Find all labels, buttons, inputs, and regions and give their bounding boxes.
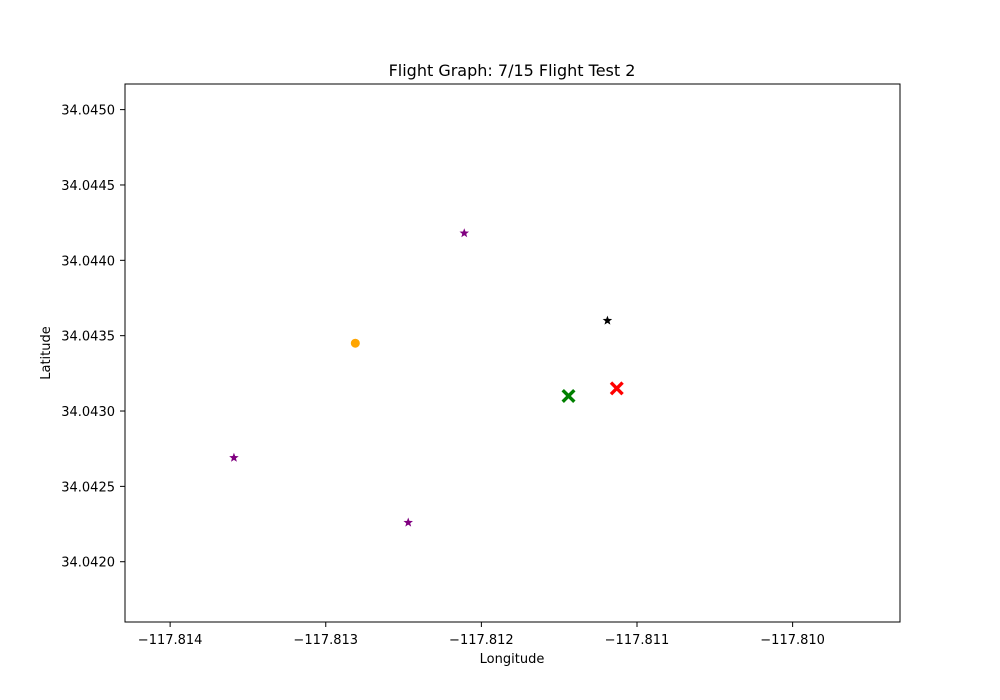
data-point-star	[459, 228, 470, 238]
data-point-star	[403, 517, 413, 527]
x-tick-label: −117.812	[449, 633, 514, 648]
x-tick-label: −117.813	[293, 633, 358, 648]
y-tick-label: 34.0430	[61, 405, 115, 420]
y-tick-label: 34.0450	[61, 104, 115, 119]
y-tick-label: 34.0425	[61, 480, 115, 495]
x-tick-label: −117.811	[605, 633, 670, 648]
y-tick-label: 34.0420	[61, 556, 115, 571]
y-axis-ticks: 34.0420 34.0425 34.0430 34.0435 34.0440 34.04…	[61, 104, 125, 571]
data-point-x	[561, 388, 576, 403]
x-axis-label: Longitude	[480, 652, 545, 667]
data-point-circle	[350, 338, 360, 348]
x-tick-label: −117.810	[760, 633, 825, 648]
chart-title: Flight Graph: 7/15 Flight Test 2	[389, 61, 636, 80]
data-point-x	[609, 381, 624, 396]
data-point-star	[229, 452, 239, 462]
y-tick-label: 34.0440	[61, 254, 115, 269]
data-points	[229, 228, 624, 527]
data-point-star	[602, 315, 613, 325]
y-tick-label: 34.0445	[61, 179, 115, 194]
x-axis-ticks: −117.814 −117.813 −117.812 −117.811 −117.810	[138, 622, 825, 648]
plot-area-frame	[124, 83, 901, 623]
y-axis-label: Latitude	[39, 326, 54, 380]
x-tick-label: −117.814	[138, 633, 203, 648]
y-tick-label: 34.0435	[61, 330, 115, 345]
